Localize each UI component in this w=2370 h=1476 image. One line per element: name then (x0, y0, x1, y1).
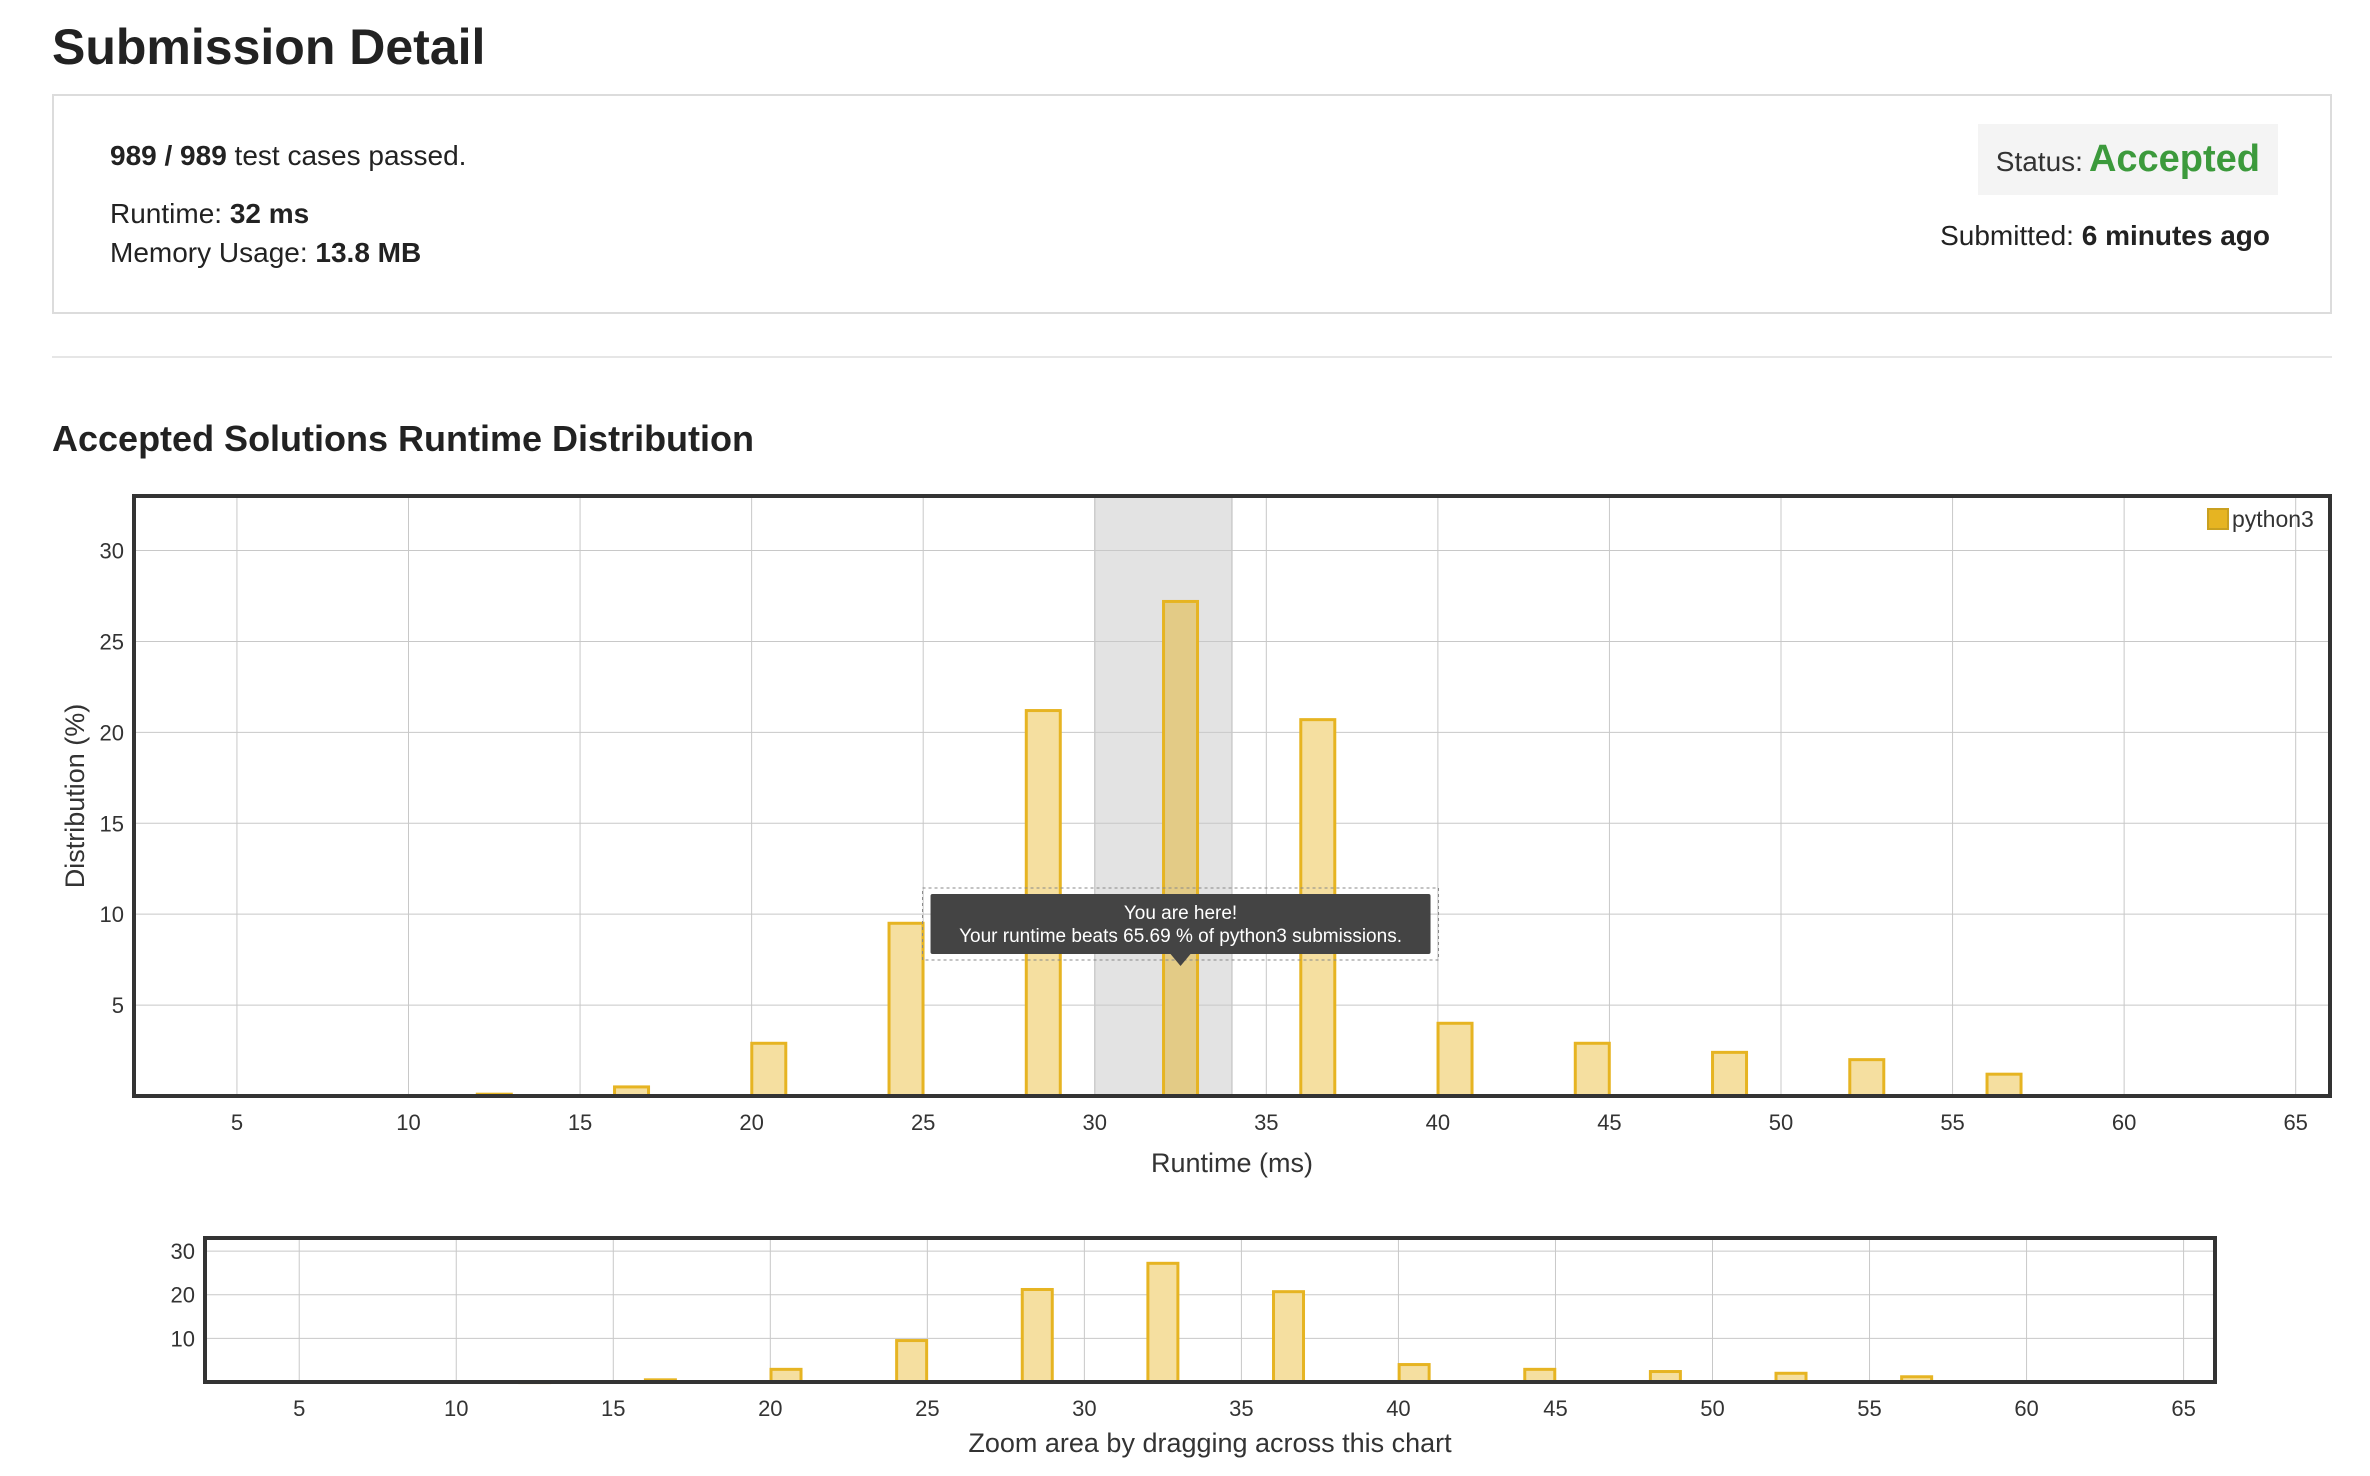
main-x-tick-label: 20 (739, 1110, 763, 1135)
main-y-tick-label: 20 (100, 720, 124, 745)
section-divider (52, 356, 2332, 358)
runtime-value: 32 ms (229, 198, 310, 229)
main-x-tick-label: 10 (396, 1110, 420, 1135)
zoom-x-tick-label: 30 (1072, 1396, 1096, 1421)
your-runtime-bar (1162, 599, 1200, 1098)
status-label: Status: (1995, 146, 2083, 177)
zoom-x-tick-label: 10 (444, 1396, 468, 1421)
memory-value: 13.8 MB (315, 237, 422, 268)
test-cases-count: 989 / 989 (110, 140, 227, 171)
main-bar (1436, 1021, 1474, 1098)
runtime-distribution-chart: 5 10 15 20 25 30 35 40 45 50 55 60 65 5 10 15 20 25 30 Runt… (60, 494, 2332, 1458)
zoom-bar (1272, 1290, 1306, 1384)
zoom-x-tick-label: 45 (1543, 1396, 1567, 1421)
zoom-x-tick-label: 65 (2171, 1396, 2195, 1421)
main-y-axis-label: Distribution (%) (60, 704, 90, 889)
zoom-x-tick-label: 20 (758, 1396, 782, 1421)
main-x-tick-label: 55 (1940, 1110, 1964, 1135)
submitted-value: 6 minutes ago (2081, 220, 2270, 251)
main-y-tick-label: 30 (100, 539, 124, 564)
zoom-bar (1020, 1287, 1054, 1384)
legend-label: python3 (2232, 506, 2314, 532)
main-x-axis-label: Runtime (ms) (1151, 1148, 1313, 1178)
main-bar (1573, 1041, 1611, 1098)
zoom-bar (1397, 1363, 1431, 1384)
legend-swatch[interactable] (2207, 508, 2229, 530)
zoom-x-tick-label: 35 (1229, 1396, 1253, 1421)
submitted-label: Submitted: (1940, 220, 2082, 251)
main-x-tick-label: 60 (2112, 1110, 2136, 1135)
test-cases-text: test cases passed. (226, 140, 467, 171)
runtime-label: Runtime: (110, 198, 230, 229)
main-y-tick-label: 15 (100, 811, 124, 836)
main-bar (1848, 1058, 1886, 1098)
zoom-y-tick-label: 30 (171, 1239, 195, 1264)
zoom-plot-frame (203, 1236, 2217, 1384)
main-bar (1711, 1050, 1749, 1098)
zoom-x-tick-label: 55 (1857, 1396, 1881, 1421)
zoom-x-tick-label: 5 (293, 1396, 305, 1421)
tooltip-arrow (1170, 954, 1191, 966)
main-x-tick-label: 45 (1597, 1110, 1621, 1135)
zoom-bar (1146, 1261, 1180, 1384)
main-x-tick-label: 35 (1254, 1110, 1278, 1135)
main-y-tick-label: 5 (112, 993, 124, 1018)
tooltip-title: You are here! (1124, 903, 1237, 924)
main-y-tick-label: 10 (100, 902, 124, 927)
zoom-plot-area[interactable] (205, 1238, 2215, 1382)
memory-label: Memory Usage: (110, 237, 316, 268)
main-bar (1985, 1072, 2023, 1098)
tooltip-box (930, 894, 1431, 954)
main-x-tick-label: 40 (1426, 1110, 1450, 1135)
status-accepted-link[interactable]: Accepted (2088, 138, 2260, 180)
zoom-y-tick-label: 10 (171, 1326, 195, 1351)
zoom-x-tick-label: 15 (601, 1396, 625, 1421)
zoom-x-tick-label: 25 (915, 1396, 939, 1421)
zoom-x-axis-label: Zoom area by dragging across this chart (968, 1428, 1452, 1458)
main-x-tick-label: 50 (1769, 1110, 1793, 1135)
main-x-tick-label: 25 (911, 1110, 935, 1135)
submitted-line: Submitted: 6 minutes ago (1940, 220, 2270, 252)
zoom-bar (895, 1339, 929, 1384)
main-x-tick-label: 15 (568, 1110, 592, 1135)
zoom-y-tick-label: 20 (171, 1283, 195, 1308)
status-box: Status: Accepted (1977, 124, 2278, 195)
runtime-line: Runtime: 32 ms (110, 198, 309, 230)
zoom-x-tick-label: 60 (2014, 1396, 2038, 1421)
submission-summary-panel: 989 / 989 test cases passed. Runtime: 32… (52, 94, 2332, 314)
main-x-tick-label: 5 (231, 1110, 243, 1135)
main-bar (887, 921, 925, 1098)
memory-line: Memory Usage: 13.8 MB (110, 237, 421, 269)
main-x-tick-label: 65 (2283, 1110, 2307, 1135)
section-title: Accepted Solutions Runtime Distribution (52, 418, 755, 459)
test-cases-line: 989 / 989 test cases passed. (110, 140, 466, 172)
tooltip-text: Your runtime beats 65.69 % of python3 su… (959, 926, 1402, 947)
zoom-x-tick-label: 50 (1700, 1396, 1724, 1421)
main-x-tick-label: 30 (1083, 1110, 1107, 1135)
main-bar (750, 1041, 788, 1098)
zoom-x-tick-label: 40 (1386, 1396, 1410, 1421)
page-title: Submission Detail (52, 19, 486, 75)
main-y-tick-label: 25 (100, 629, 124, 654)
main-plot-frame (132, 494, 2332, 1098)
